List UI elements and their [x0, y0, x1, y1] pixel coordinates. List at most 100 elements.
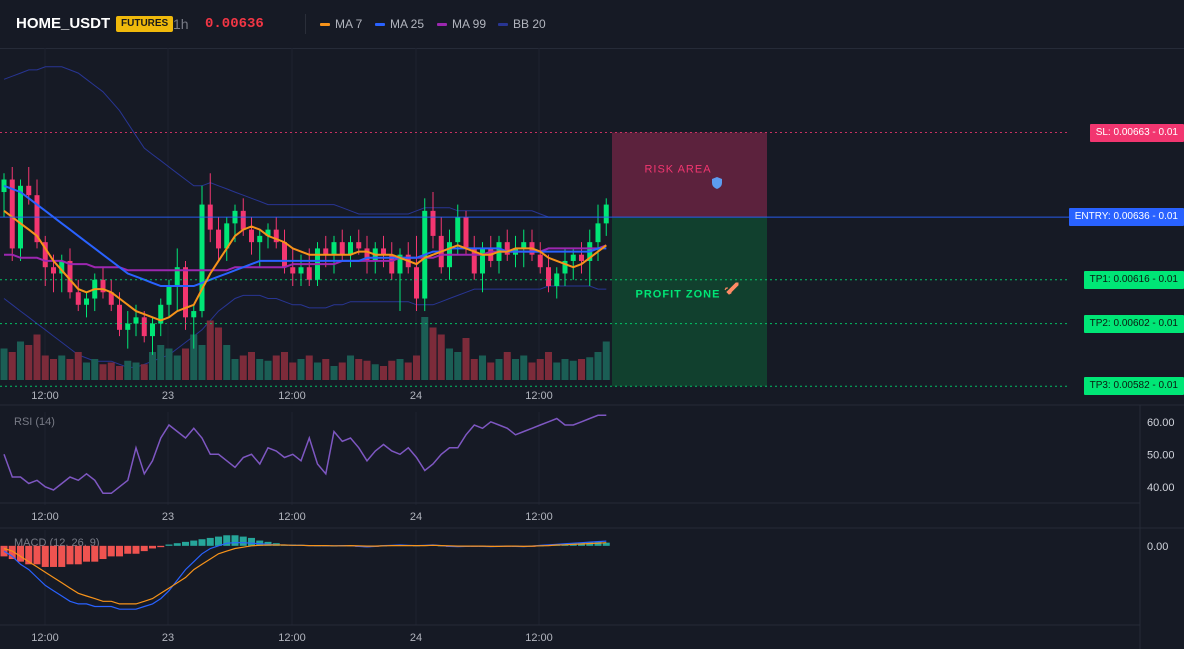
futures-badge: FUTURES	[116, 16, 174, 32]
level-qty: 0.01	[1158, 317, 1178, 329]
volume-bar	[314, 362, 321, 380]
volume-bar	[281, 352, 288, 380]
legend-bb20-label: BB 20	[513, 17, 546, 31]
x-tick-label: 12:00	[278, 390, 306, 402]
candle-body	[158, 304, 164, 324]
volume-bar	[347, 355, 354, 380]
candle-body	[141, 317, 147, 337]
macd-histogram-bar	[83, 545, 90, 562]
volume-bar	[355, 359, 363, 380]
volume-bar	[396, 359, 404, 380]
volume-bar	[25, 345, 33, 380]
candle-body	[174, 267, 180, 286]
candle-body	[339, 242, 345, 255]
candle-body	[26, 185, 32, 196]
header-divider	[305, 14, 306, 34]
legend-ma25[interactable]: MA 25	[375, 17, 424, 31]
volume-bar	[545, 352, 552, 380]
volume-bar	[578, 359, 585, 380]
rsi-y-tick: 40.00	[1147, 482, 1175, 494]
macd-histogram-bar	[239, 536, 247, 546]
entry-label[interactable]: ENTRY: 0.00636 - 0.01	[1068, 208, 1184, 227]
volume-bar	[132, 362, 140, 380]
candle-body	[51, 267, 56, 274]
candle-body	[298, 267, 304, 274]
candle-body	[521, 242, 527, 249]
x-tick-label: 12:00	[525, 632, 553, 644]
volume-bar	[305, 355, 313, 380]
volume-bar	[561, 359, 569, 380]
volume-bar	[594, 352, 602, 380]
macd-histogram-bar	[140, 545, 148, 552]
volume-bar	[157, 345, 165, 380]
volume-bar	[429, 327, 437, 380]
candle-body	[257, 235, 263, 243]
x-tick-label: 23	[162, 390, 174, 402]
volume-bar	[404, 362, 412, 380]
candle-body	[356, 242, 362, 249]
volume-bar	[58, 355, 66, 380]
legend-ma25-swatch	[375, 23, 385, 27]
level-text: ENTRY: 0.00636	[1074, 211, 1150, 223]
candle-body	[595, 223, 601, 243]
take-profit-label[interactable]: TP1: 0.00616 - 0.01	[1083, 270, 1184, 289]
volume-bar	[363, 360, 371, 380]
candle-body	[570, 254, 576, 261]
candle-body	[224, 223, 230, 249]
macd-histogram-bar	[17, 545, 24, 562]
candle-body	[273, 229, 279, 243]
macd-histogram-bar	[33, 545, 41, 565]
volume-bar	[50, 359, 57, 380]
candle-body	[471, 248, 477, 274]
volume-bar	[239, 355, 247, 380]
risk-area-zone	[612, 132, 767, 218]
macd-histogram-bar	[602, 542, 610, 546]
volume-bar	[371, 364, 379, 380]
rsi-y-tick: 60.00	[1147, 417, 1175, 429]
ma7-line	[3, 210, 607, 322]
volume-bar	[140, 364, 148, 380]
volume-bar	[91, 359, 99, 380]
macd-histogram-bar	[223, 535, 231, 546]
macd-histogram-bar	[231, 535, 239, 546]
volume-bar	[256, 359, 264, 380]
macd-histogram-bar	[50, 545, 57, 567]
take-profit-label[interactable]: TP2: 0.00602 - 0.01	[1083, 314, 1184, 333]
candle-body	[331, 242, 337, 255]
candle-body	[430, 210, 436, 236]
legend-ma25-label: MA 25	[390, 17, 425, 31]
risk-area-label: RISK AREA	[644, 164, 711, 176]
volume-bar	[124, 360, 132, 380]
candle-body	[480, 248, 485, 274]
rsi-title: RSI (14)	[14, 416, 55, 428]
candle-body	[323, 248, 329, 255]
rocket-icon	[724, 282, 739, 295]
stop-loss-label[interactable]: SL: 0.00663 - 0.01	[1089, 123, 1184, 142]
candle-body	[455, 217, 461, 243]
volume-bar	[487, 362, 495, 380]
candle-body	[463, 217, 469, 249]
x-tick-label: 12:00	[525, 390, 553, 402]
legend-bb20[interactable]: BB 20	[498, 17, 546, 31]
legend-ma99[interactable]: MA 99	[437, 17, 486, 31]
volume-bar	[289, 362, 297, 380]
bb-upper-band	[3, 66, 607, 218]
volume-bar	[107, 362, 115, 380]
volume-bar	[322, 359, 330, 380]
legend-ma7[interactable]: MA 7	[320, 17, 362, 31]
volume-bar	[479, 355, 486, 380]
macd-histogram-bar	[99, 545, 107, 560]
volume-bar	[462, 338, 470, 380]
symbol-name[interactable]: HOME_USDT	[16, 15, 111, 32]
candle-body	[537, 254, 543, 268]
take-profit-label[interactable]: TP3: 0.00582 - 0.01	[1083, 377, 1184, 396]
timeframe-label[interactable]: 1h	[173, 16, 189, 32]
candle-body	[100, 279, 106, 293]
x-tick-label: 12:00	[278, 511, 306, 523]
level-qty: 0.01	[1158, 126, 1178, 138]
candle-body	[216, 229, 221, 249]
level-text: TP3: 0.00582	[1089, 380, 1150, 392]
volume-bar	[437, 334, 445, 380]
volume-bar	[454, 352, 462, 380]
